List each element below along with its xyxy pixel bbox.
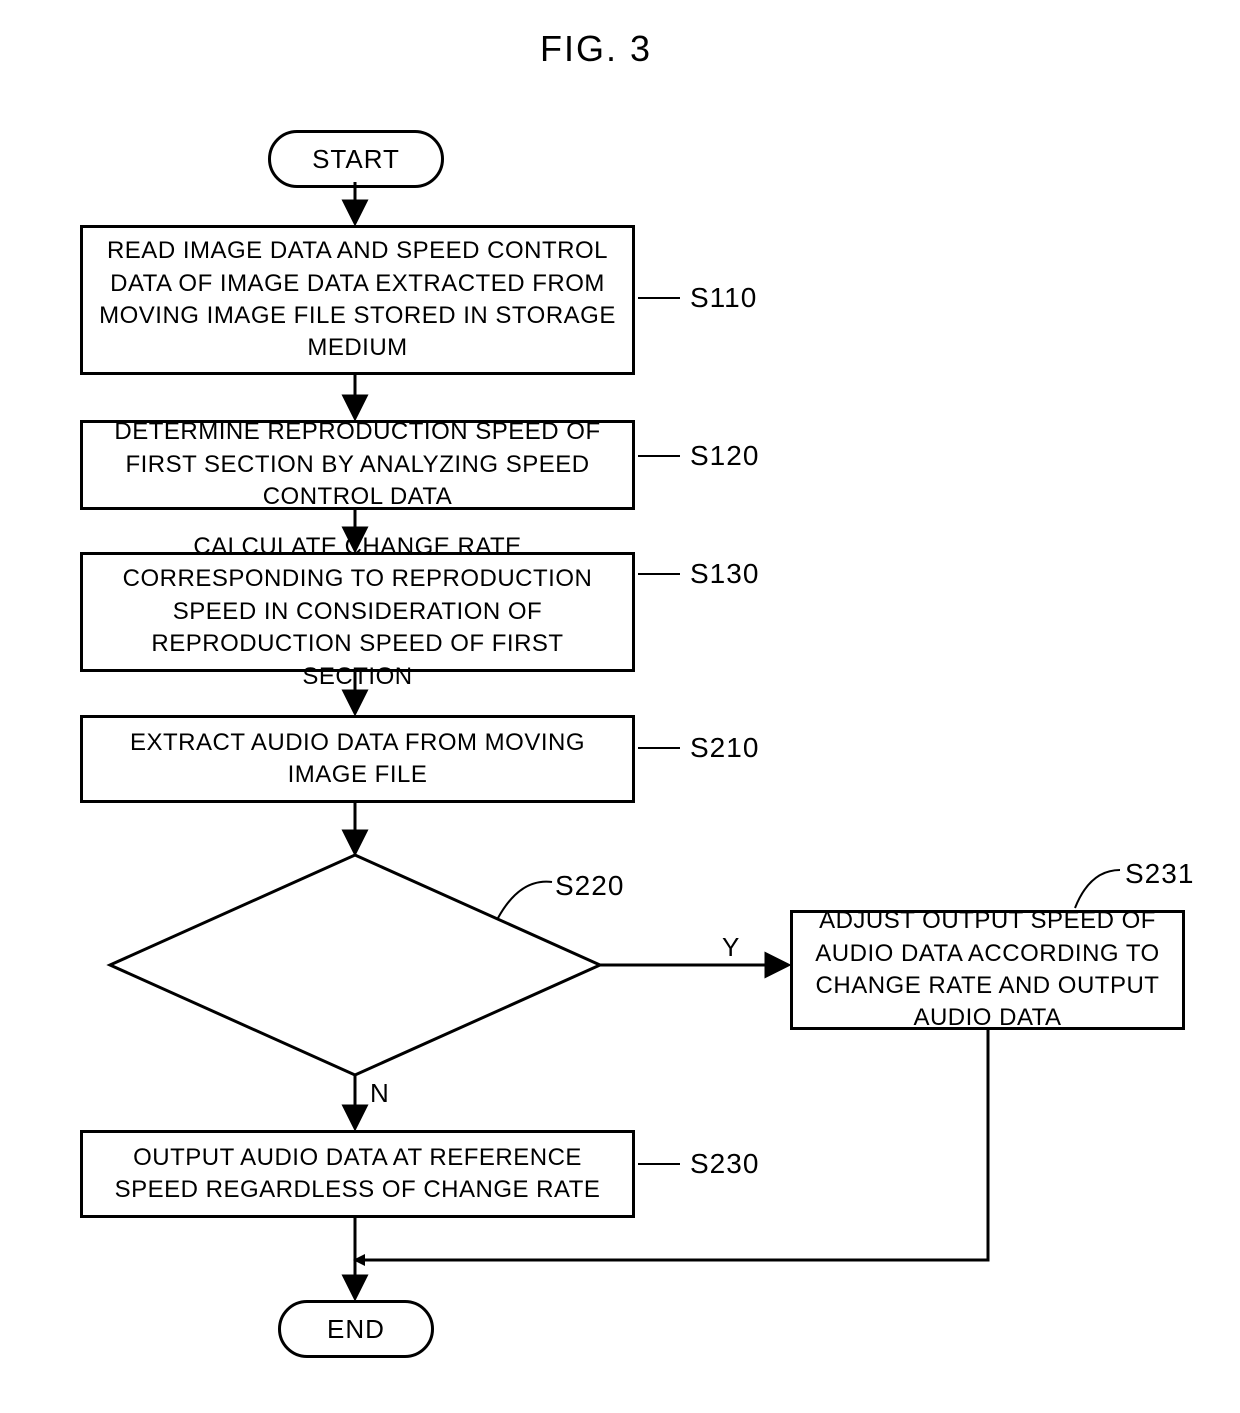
edge-label-yes: Y <box>722 932 739 963</box>
process-s231: ADJUST OUTPUT SPEED OF AUDIO DATA ACCORD… <box>790 910 1185 1030</box>
figure-title: FIG. 3 <box>540 28 652 70</box>
label-s220-tick <box>498 882 552 918</box>
process-s110: READ IMAGE DATA AND SPEED CONTROL DATA O… <box>80 225 635 375</box>
label-s230: S230 <box>690 1148 759 1180</box>
label-s130: S130 <box>690 558 759 590</box>
label-s210: S210 <box>690 732 759 764</box>
start-terminator: START <box>268 130 444 188</box>
flowchart-canvas: FIG. 3 START READ IMAGE DATA AND SPEED C… <box>0 0 1240 1413</box>
label-s120: S120 <box>690 440 759 472</box>
decision-s220-text: AUDIO DATA IS SYNCHRONIZED WITH IMAGE DA… <box>210 918 510 1015</box>
edge-label-no: N <box>370 1078 389 1109</box>
merge-arrowhead <box>353 1254 365 1266</box>
end-terminator: END <box>278 1300 434 1358</box>
label-s220: S220 <box>555 870 624 902</box>
process-s210: EXTRACT AUDIO DATA FROM MOVING IMAGE FIL… <box>80 715 635 803</box>
label-s231: S231 <box>1125 858 1194 890</box>
process-s230: OUTPUT AUDIO DATA AT REFERENCE SPEED REG… <box>80 1130 635 1218</box>
process-s120: DETERMINE REPRODUCTION SPEED OF FIRST SE… <box>80 420 635 510</box>
label-s231-tick <box>1075 870 1120 908</box>
label-s110: S110 <box>690 282 757 314</box>
process-s130: CALCULATE CHANGE RATE CORRESPONDING TO R… <box>80 552 635 672</box>
